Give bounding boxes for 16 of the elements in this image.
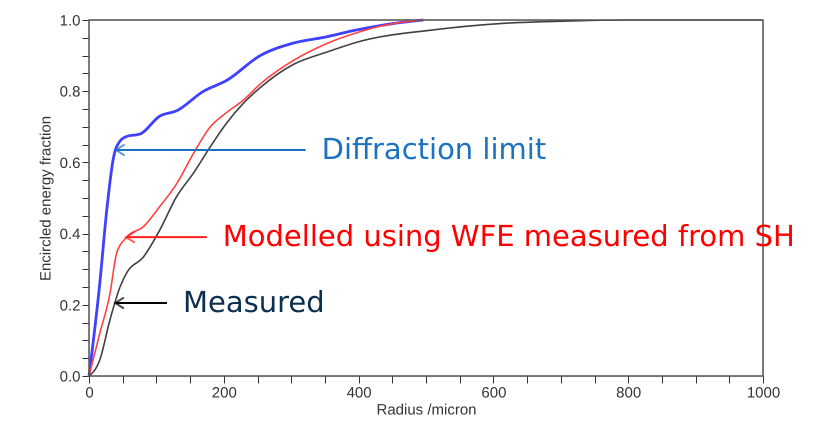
annotation: Diffraction limit	[322, 132, 546, 166]
y-tick-label: 0.0	[60, 368, 80, 386]
y-tick-label: 0.6	[60, 154, 80, 172]
x-tick-label: 1000	[746, 384, 780, 402]
annotation: Measured	[182, 285, 325, 320]
y-axis-title: Encircled energy fraction	[38, 116, 55, 282]
x-tick-label: 200	[212, 384, 237, 402]
x-tick-label: 0	[85, 384, 94, 402]
y-tick-label: 0.2	[60, 297, 80, 314]
x-tick-label: 800	[616, 384, 642, 402]
y-tick-label: 0.4	[60, 226, 80, 244]
x-tick-label: 400	[346, 384, 372, 402]
x-tick-label: 600	[481, 384, 506, 402]
x-axis-title: Radius /micron	[376, 402, 477, 418]
y-tick-label: 1.0	[60, 12, 80, 30]
y-tick-label: 0.8	[60, 84, 80, 101]
